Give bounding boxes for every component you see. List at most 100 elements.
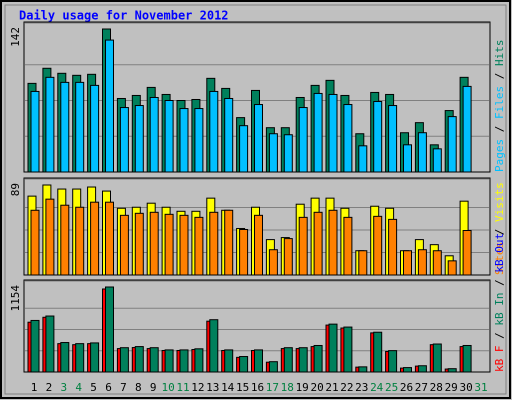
bar bbox=[194, 348, 204, 373]
bar bbox=[283, 134, 293, 173]
bar bbox=[417, 132, 427, 173]
legend: kB F / kB In / kB Out bbox=[493, 233, 506, 372]
x-tick-label: 10 bbox=[161, 381, 174, 394]
bar bbox=[30, 319, 40, 373]
x-tick-label: 11 bbox=[176, 381, 189, 394]
bar bbox=[224, 97, 234, 173]
x-tick-label: 18 bbox=[281, 381, 294, 394]
bar bbox=[298, 347, 308, 373]
bar bbox=[30, 209, 40, 276]
x-tick-label: 30 bbox=[459, 381, 472, 394]
bar bbox=[358, 250, 368, 276]
bar bbox=[254, 349, 263, 373]
bar bbox=[403, 250, 412, 276]
bar bbox=[447, 260, 457, 276]
x-tick-label: 23 bbox=[355, 381, 368, 394]
bar bbox=[343, 104, 353, 173]
bar bbox=[149, 347, 159, 373]
bar bbox=[417, 365, 427, 373]
x-tick-label: 15 bbox=[236, 381, 249, 394]
bar bbox=[403, 367, 412, 373]
bar bbox=[60, 204, 70, 276]
bar bbox=[343, 326, 353, 373]
bar bbox=[239, 125, 249, 173]
bar bbox=[105, 201, 114, 276]
bar bbox=[209, 211, 219, 276]
bar bbox=[90, 201, 100, 276]
x-tick-label: 8 bbox=[135, 381, 142, 394]
x-tick-label: 27 bbox=[415, 381, 428, 394]
bar bbox=[432, 148, 442, 173]
bar bbox=[60, 81, 70, 173]
bar bbox=[149, 96, 159, 173]
bar bbox=[119, 214, 129, 276]
legend-entry: Files bbox=[493, 86, 506, 119]
legend-entry: Hits bbox=[493, 40, 506, 67]
x-tick-label: 17 bbox=[266, 381, 279, 394]
x-tick-label: 24 bbox=[370, 381, 384, 394]
bar bbox=[388, 350, 398, 373]
bar bbox=[90, 342, 100, 373]
legend: Sites / Visits bbox=[493, 182, 506, 275]
y-tick-label: 142 bbox=[9, 27, 22, 47]
bar bbox=[283, 238, 293, 276]
legend-separator: / bbox=[493, 119, 506, 139]
x-tick-label: 13 bbox=[206, 381, 219, 394]
bar bbox=[254, 214, 263, 276]
legend-separator: / bbox=[493, 222, 506, 242]
bar bbox=[283, 347, 293, 373]
x-tick-label: 1 bbox=[31, 381, 38, 394]
x-tick-label: 4 bbox=[75, 381, 82, 394]
bar bbox=[179, 108, 189, 173]
bar bbox=[268, 361, 278, 373]
bar bbox=[134, 346, 144, 373]
bar bbox=[164, 349, 174, 373]
bar bbox=[298, 107, 308, 173]
x-tick-label: 2 bbox=[46, 381, 53, 394]
bar bbox=[45, 315, 55, 373]
bar bbox=[239, 228, 249, 276]
bar bbox=[328, 93, 338, 173]
legend-separator: / bbox=[493, 326, 506, 346]
legend: Pages / Files / Hits bbox=[493, 40, 506, 173]
x-tick-label: 28 bbox=[430, 381, 443, 394]
legend-entry: kB F bbox=[493, 346, 506, 373]
bar bbox=[313, 344, 323, 373]
x-tick-label: 31 bbox=[474, 381, 487, 394]
chart-title: Daily usage for November 2012 bbox=[19, 9, 229, 23]
y-tick-label: 1154 bbox=[9, 285, 22, 312]
bar bbox=[254, 104, 263, 173]
legend-separator: / bbox=[493, 273, 506, 293]
bar bbox=[134, 212, 144, 276]
x-tick-label: 26 bbox=[400, 381, 413, 394]
bar bbox=[75, 343, 85, 373]
bar bbox=[239, 356, 249, 373]
bar bbox=[328, 209, 338, 276]
bar bbox=[194, 216, 204, 276]
bar bbox=[313, 211, 323, 276]
legend-entry: Pages bbox=[493, 139, 506, 172]
bar bbox=[209, 319, 219, 373]
bar bbox=[209, 90, 219, 173]
x-tick-label: 22 bbox=[340, 381, 353, 394]
bar bbox=[45, 76, 55, 173]
bar bbox=[149, 211, 159, 276]
bar bbox=[462, 230, 472, 276]
bar bbox=[224, 209, 234, 276]
bar bbox=[403, 144, 412, 173]
x-tick-label: 12 bbox=[191, 381, 204, 394]
bar bbox=[30, 90, 40, 173]
bar bbox=[45, 198, 55, 276]
x-tick-label: 25 bbox=[385, 381, 398, 394]
inner-frame bbox=[4, 4, 507, 395]
bar bbox=[105, 39, 114, 173]
x-tick-label: 19 bbox=[296, 381, 309, 394]
bar bbox=[90, 84, 100, 173]
bar bbox=[268, 249, 278, 276]
legend-entry: Sites bbox=[493, 242, 506, 275]
x-tick-label: 9 bbox=[150, 381, 157, 394]
bar bbox=[179, 214, 189, 276]
bar bbox=[462, 344, 472, 373]
bar bbox=[75, 81, 85, 173]
